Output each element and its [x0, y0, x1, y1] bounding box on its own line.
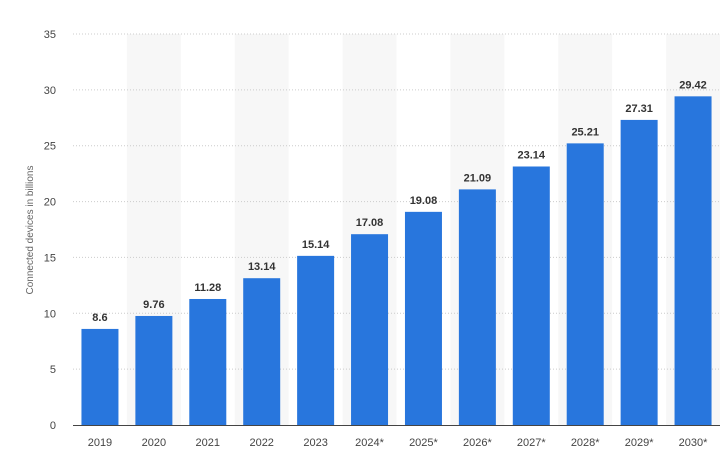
bar	[351, 234, 389, 425]
bar	[458, 189, 496, 425]
x-tick-label: 2022	[249, 437, 273, 449]
data-labels: 8.6 9.76 11.28 13.14 15.14 17.08 19.08 21.09 23.…	[92, 79, 706, 324]
data-label: 11.28	[194, 282, 221, 294]
x-tick-label: 2028*	[571, 437, 600, 449]
data-label: 9.76	[143, 299, 164, 311]
bar	[297, 255, 335, 425]
y-tick-label: 0	[50, 420, 56, 432]
y-tick-label: 10	[44, 308, 56, 320]
bars	[81, 96, 712, 425]
data-label: 17.08	[356, 217, 384, 229]
y-axis-title: Connected devices in billions	[25, 166, 36, 295]
y-axis-ticks: 0 5 10 15 20 25 30 35	[44, 29, 56, 432]
x-tick-label: 2030*	[679, 437, 708, 449]
data-label: 25.21	[571, 126, 599, 138]
x-tick-label: 2020	[142, 437, 166, 449]
x-tick-label: 2026*	[463, 437, 492, 449]
data-label: 19.08	[410, 195, 438, 207]
y-tick-label: 5	[50, 364, 56, 376]
data-label: 23.14	[518, 149, 546, 161]
y-tick-label: 15	[44, 252, 56, 264]
bar	[674, 96, 712, 425]
y-tick-label: 35	[44, 29, 56, 41]
data-label: 29.42	[679, 79, 707, 91]
bar	[189, 298, 227, 425]
x-tick-label: 2027*	[517, 437, 546, 449]
bar	[620, 119, 658, 425]
bar	[512, 166, 550, 425]
bar	[135, 315, 173, 425]
x-tick-label: 2019	[88, 437, 112, 449]
data-label: 15.14	[302, 239, 330, 251]
bar	[81, 328, 119, 425]
x-tick-label: 2025*	[409, 437, 438, 449]
x-tick-label: 2021	[196, 437, 220, 449]
bar	[566, 143, 604, 425]
x-axis-ticks: 2019 2020 2021 2022 2023 2024* 2025* 2026* 2027*…	[88, 437, 708, 449]
data-label: 27.31	[625, 103, 653, 115]
x-tick-label: 2023	[303, 437, 327, 449]
y-tick-label: 25	[44, 141, 56, 153]
y-tick-label: 20	[44, 197, 56, 209]
bar	[404, 211, 442, 425]
data-label: 13.14	[248, 261, 276, 273]
x-tick-label: 2024*	[355, 437, 384, 449]
y-tick-label: 30	[44, 85, 56, 97]
bar	[243, 278, 281, 425]
data-label: 8.6	[92, 312, 107, 324]
x-tick-label: 2029*	[625, 437, 654, 449]
data-label: 21.09	[464, 172, 492, 184]
